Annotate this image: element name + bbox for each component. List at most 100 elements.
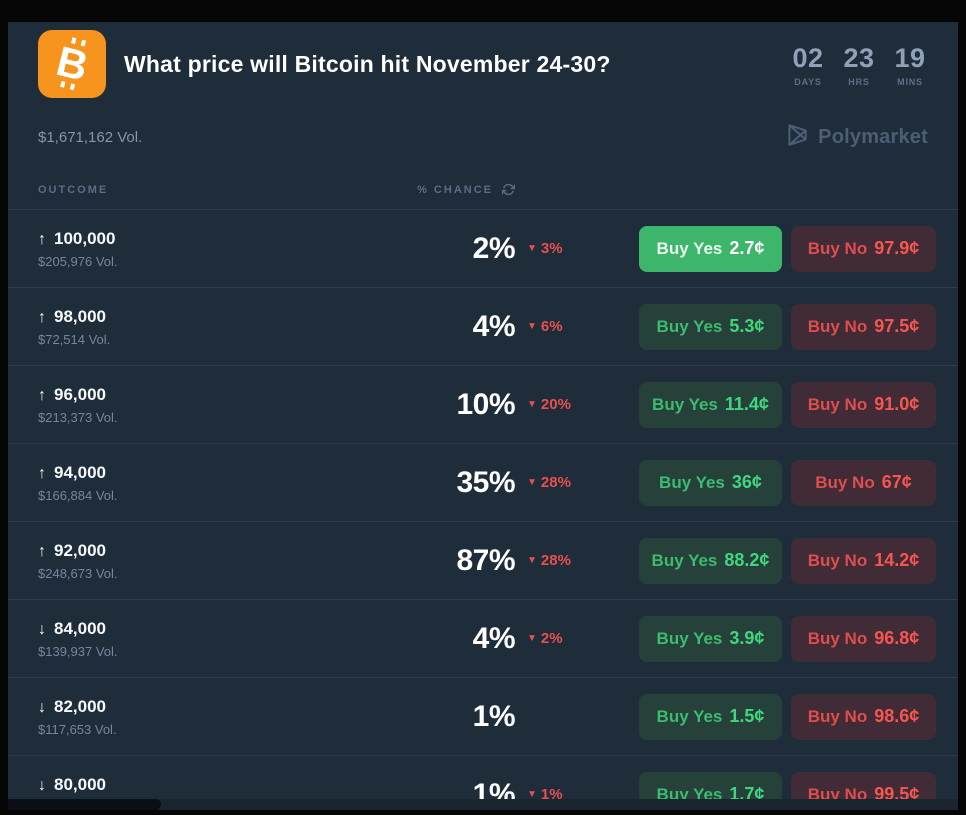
direction-arrow-icon: ↑	[38, 230, 46, 248]
down-triangle-icon: ▼	[527, 320, 537, 332]
buy-yes-price: 5.3¢	[729, 316, 765, 336]
direction-arrow-icon: ↑	[38, 542, 46, 560]
outcome-row: ↑ 98,000 $72,514 Vol. 4% ▼ 6% Buy Yes 5.…	[8, 287, 958, 365]
buy-yes-button[interactable]: Buy Yes 5.3¢	[639, 303, 782, 350]
buy-no-button[interactable]: Buy No 91.0¢	[791, 381, 936, 428]
refresh-icon[interactable]	[502, 183, 515, 196]
buy-yes-label: Buy Yes	[651, 550, 718, 570]
buy-no-label: Buy No	[807, 316, 868, 336]
outcome-cell: ↓ 84,000 $139,937 Vol.	[38, 619, 309, 659]
outcome-row: ↓ 82,000 $117,653 Vol. 1% ▼ Buy Yes 1.5¢…	[8, 677, 958, 755]
countdown-hours-unit: HRS	[848, 77, 870, 87]
buy-yes-price: 2.7¢	[729, 238, 765, 258]
countdown-days-value: 02	[792, 43, 824, 73]
buy-no-label: Buy No	[807, 550, 868, 570]
polymarket-icon	[784, 122, 810, 153]
buy-no-price: 97.5¢	[874, 316, 920, 336]
total-volume: $1,671,162 Vol.	[38, 129, 143, 146]
market-title: What price will Bitcoin hit November 24-…	[124, 50, 611, 77]
chance-value: 10%	[456, 387, 515, 421]
chance-change-value: 28%	[540, 552, 571, 569]
polymarket-logo[interactable]: Polymarket	[784, 122, 928, 153]
chance-change: ▼ 1%	[515, 786, 639, 803]
scrollbar-track[interactable]	[8, 799, 958, 810]
outcome-label: 96,000	[54, 384, 106, 404]
outcome-volume: $205,976 Vol.	[38, 253, 118, 269]
column-headers: OUTCOME % CHANCE	[8, 183, 958, 196]
buy-no-button[interactable]: Buy No 96.8¢	[791, 615, 936, 662]
outcome-row: ↑ 96,000 $213,373 Vol. 10% ▼ 20% Buy Yes…	[8, 365, 958, 443]
buy-no-label: Buy No	[815, 472, 875, 492]
direction-arrow-icon: ↓	[38, 698, 46, 716]
outcome-cell: ↓ 82,000 $117,653 Vol.	[38, 697, 309, 737]
polymarket-wordmark: Polymarket	[818, 126, 928, 148]
outcome-row: ↑ 94,000 $166,884 Vol. 35% ▼ 28% Buy Yes…	[8, 443, 958, 521]
buy-yes-label: Buy Yes	[656, 706, 723, 726]
buy-no-button[interactable]: Buy No 67¢	[791, 459, 936, 506]
chance-change-value: 6%	[540, 318, 563, 335]
buy-yes-button[interactable]: Buy Yes 1.5¢	[639, 693, 782, 740]
buy-no-button[interactable]: Buy No 14.2¢	[791, 537, 936, 584]
down-triangle-icon: ▼	[527, 554, 537, 566]
down-triangle-icon: ▼	[527, 242, 537, 254]
direction-arrow-icon: ↑	[38, 308, 46, 326]
market-widget: B What price will Bitcoin hit November 2…	[8, 22, 958, 810]
outcome-cell: ↑ 100,000 $205,976 Vol.	[38, 229, 309, 269]
direction-arrow-icon: ↑	[38, 464, 46, 482]
meta-row: $1,671,162 Vol. Polymarket	[8, 122, 958, 153]
buy-no-label: Buy No	[807, 706, 868, 726]
countdown-days: 02 DAYS	[790, 43, 826, 88]
buy-no-button[interactable]: Buy No 98.6¢	[791, 693, 936, 740]
buy-no-button[interactable]: Buy No 97.9¢	[791, 225, 936, 272]
countdown-mins: 19 MINS	[892, 45, 928, 88]
outcome-cell: ↑ 96,000 $213,373 Vol.	[38, 385, 309, 425]
chance-change-value: 1%	[540, 786, 563, 803]
buy-yes-price: 36¢	[731, 472, 762, 492]
outcome-volume: $139,937 Vol.	[38, 643, 118, 659]
outcome-volume: $166,884 Vol.	[38, 487, 118, 503]
buy-yes-button[interactable]: Buy Yes 36¢	[639, 459, 782, 506]
countdown-mins-unit: MINS	[897, 77, 923, 87]
direction-arrow-icon: ↓	[38, 620, 46, 638]
countdown-hours: 23 HRS	[841, 43, 877, 88]
bitcoin-glyph: B	[51, 37, 93, 90]
chance-change-value: 28%	[540, 474, 571, 491]
buy-no-price: 91.0¢	[874, 394, 920, 414]
scrollbar-thumb[interactable]	[8, 799, 161, 810]
buy-no-price: 97.9¢	[874, 238, 920, 258]
buy-yes-label: Buy Yes	[659, 472, 725, 492]
buy-yes-price: 3.9¢	[729, 628, 765, 648]
direction-arrow-icon: ↓	[38, 776, 46, 794]
bitcoin-icon: B	[38, 30, 106, 98]
chance-change: ▼ 6%	[515, 318, 639, 335]
outcome-row: ↑ 92,000 $248,673 Vol. 87% ▼ 28% Buy Yes…	[8, 521, 958, 599]
buy-no-label: Buy No	[807, 394, 868, 414]
chance-change-value: 2%	[540, 630, 563, 647]
buy-no-price: 67¢	[881, 472, 912, 492]
chance-change: ▼ 28%	[515, 552, 639, 569]
outcome-label: 80,000	[54, 774, 106, 794]
buy-no-label: Buy No	[807, 238, 868, 258]
buy-no-button[interactable]: Buy No 97.5¢	[791, 303, 936, 350]
countdown-hours-value: 23	[843, 43, 875, 73]
down-triangle-icon: ▼	[527, 632, 537, 644]
chance-value: 87%	[456, 543, 515, 577]
down-triangle-icon: ▼	[527, 476, 537, 488]
outcome-column-header: OUTCOME	[38, 183, 109, 196]
buy-no-price: 98.6¢	[874, 706, 920, 726]
outcome-label: 92,000	[54, 540, 106, 560]
buy-yes-button[interactable]: Buy Yes 11.4¢	[639, 381, 782, 428]
chance-value: 2%	[472, 231, 516, 265]
buy-yes-button[interactable]: Buy Yes 2.7¢	[639, 225, 782, 272]
buy-yes-label: Buy Yes	[652, 394, 718, 414]
outcome-volume: $117,653 Vol.	[38, 721, 117, 737]
outcome-row: ↓ 84,000 $139,937 Vol. 4% ▼ 2% Buy Yes 3…	[8, 599, 958, 677]
buy-yes-button[interactable]: Buy Yes 3.9¢	[639, 615, 782, 662]
outcome-label: 94,000	[54, 462, 106, 482]
buy-yes-button[interactable]: Buy Yes 88.2¢	[639, 537, 782, 584]
buy-yes-price: 1.5¢	[729, 706, 765, 726]
chance-value: 4%	[472, 309, 516, 343]
chance-change-value: 3%	[540, 240, 563, 257]
outcome-label: 82,000	[54, 696, 106, 716]
buy-no-label: Buy No	[807, 628, 868, 648]
